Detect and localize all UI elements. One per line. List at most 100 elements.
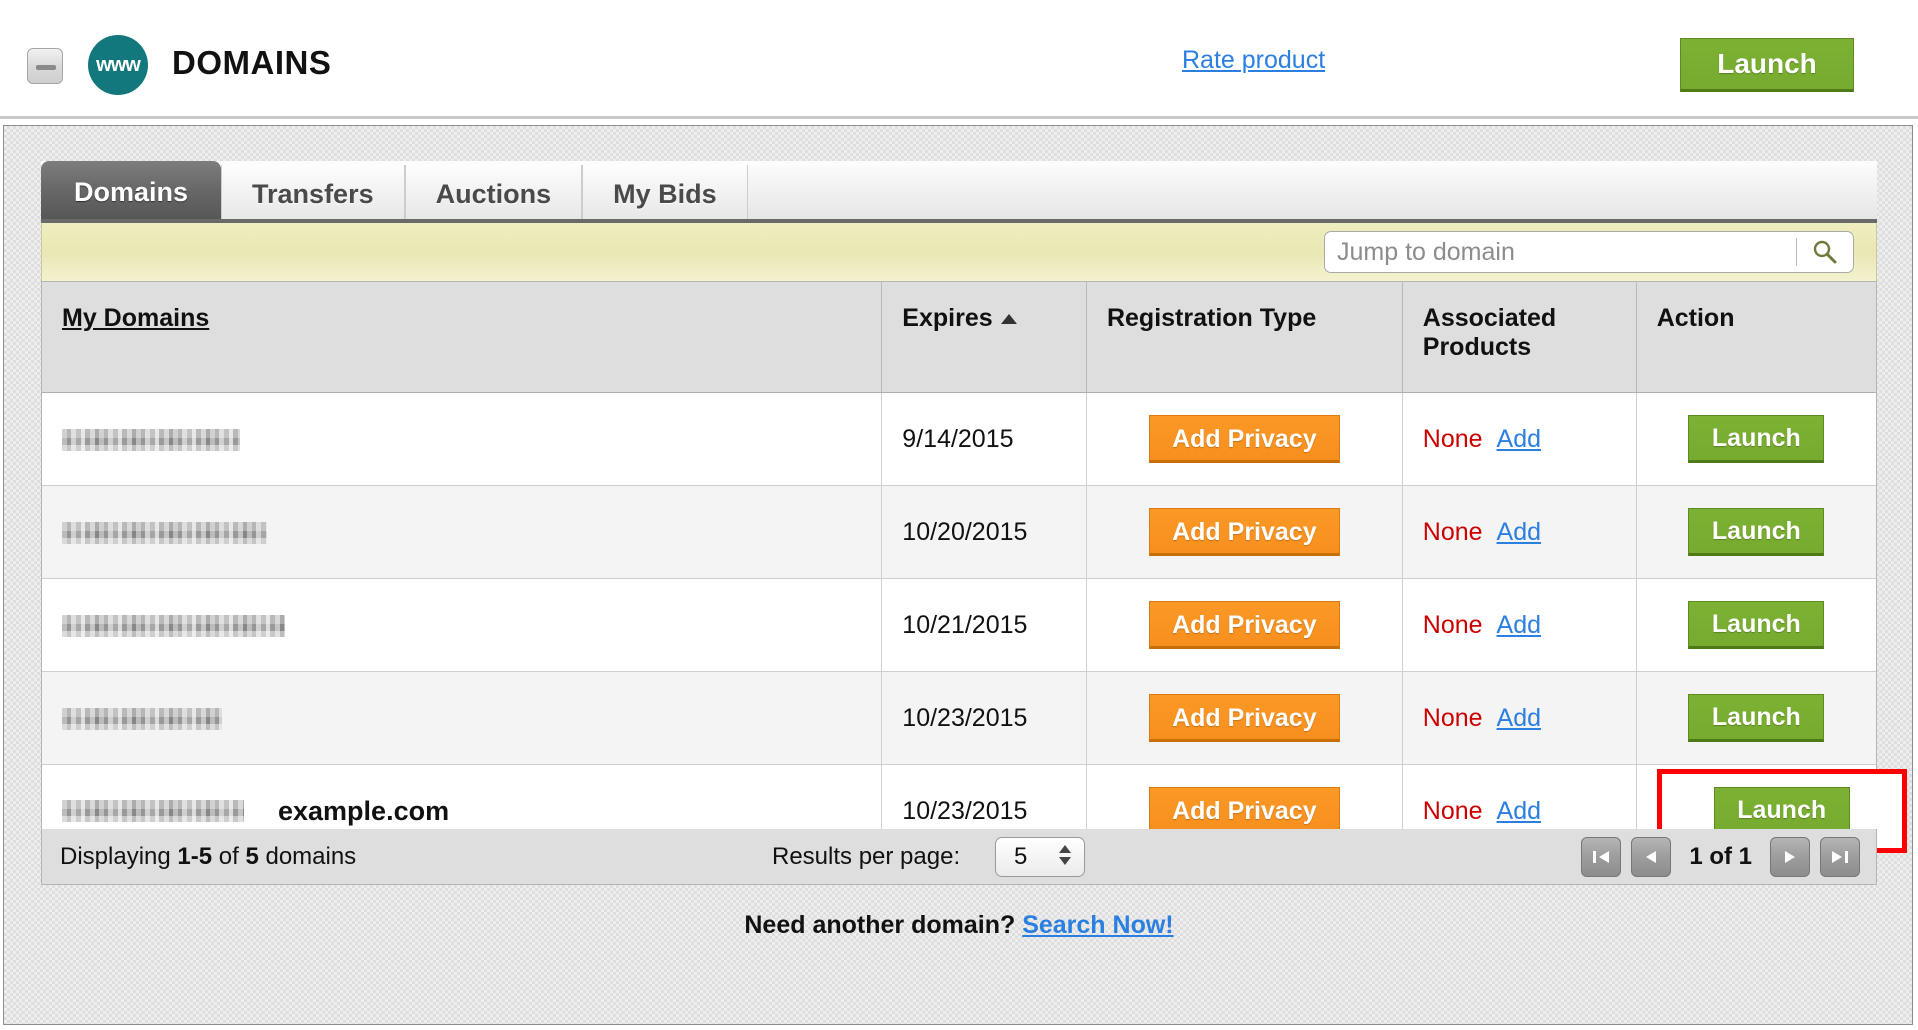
results-per-page-label: Results per page: xyxy=(772,843,961,870)
cell-domain-name[interactable] xyxy=(42,578,883,672)
redacted-domain-name xyxy=(62,428,240,451)
cell-registration-type: Add Privacy xyxy=(1086,578,1403,672)
cell-expires: 10/21/2015 xyxy=(881,578,1087,672)
associated-products-none: None xyxy=(1422,796,1483,825)
table-row: 10/20/2015 Add Privacy None Add Launch xyxy=(42,485,1876,579)
cell-associated-products: None Add xyxy=(1402,671,1637,765)
associated-products-none: None xyxy=(1422,517,1483,546)
column-header-associated-products-label: Associated Products xyxy=(1422,304,1557,361)
results-per-page-select[interactable]: 5 xyxy=(995,837,1085,877)
search-divider xyxy=(1796,238,1797,266)
add-privacy-button[interactable]: Add Privacy xyxy=(1149,508,1340,556)
search-box[interactable] xyxy=(1324,231,1854,273)
add-privacy-button[interactable]: Add Privacy xyxy=(1149,694,1340,742)
tab-domains[interactable]: Domains xyxy=(41,161,222,223)
minimize-icon[interactable] xyxy=(27,48,63,84)
example-domain-label: example.com xyxy=(278,795,450,826)
cell-expires: 10/20/2015 xyxy=(881,485,1087,579)
cell-registration-type: Add Privacy xyxy=(1086,392,1403,486)
redacted-domain-name xyxy=(62,614,285,637)
table-body: 9/14/2015 Add Privacy None Add Launch 10/20/2… xyxy=(42,392,1907,858)
associated-products-add-link[interactable]: Add xyxy=(1496,517,1542,546)
main-panel: Domains Transfers Auctions My Bids My Do… xyxy=(3,125,1913,1025)
associated-products-add-link[interactable]: Add xyxy=(1496,610,1542,639)
column-header-my-domains-label[interactable]: My Domains xyxy=(62,304,210,332)
tab-underline xyxy=(41,219,1877,223)
column-header-expires-label: Expires xyxy=(902,304,993,332)
search-strip xyxy=(41,223,1877,281)
associated-products-add-link[interactable]: Add xyxy=(1496,796,1542,825)
displaying-range: 1-5 xyxy=(177,843,213,870)
column-header-registration-type: Registration Type xyxy=(1086,282,1403,393)
associated-products-none: None xyxy=(1422,703,1483,732)
table-row: 10/21/2015 Add Privacy None Add Launch xyxy=(42,578,1876,672)
associated-products-add-link[interactable]: Add xyxy=(1496,703,1542,732)
row-launch-button[interactable]: Launch xyxy=(1713,787,1850,835)
www-logo-icon: www xyxy=(88,35,148,95)
pager-last-button[interactable] xyxy=(1820,837,1860,877)
displaying-total: 5 xyxy=(245,843,259,870)
cell-action: Launch xyxy=(1636,578,1876,672)
stepper-arrows-icon[interactable] xyxy=(1059,845,1071,865)
results-per-page-value: 5 xyxy=(1014,843,1028,870)
cell-action: Launch xyxy=(1636,392,1876,486)
cell-domain-name[interactable] xyxy=(42,485,883,579)
associated-products-add-link[interactable]: Add xyxy=(1496,424,1542,453)
need-another-domain-text: Need another domain? xyxy=(744,911,1023,939)
table-row: 10/23/2015 Add Privacy None Add Launch xyxy=(42,671,1876,765)
row-launch-button[interactable]: Launch xyxy=(1688,508,1825,556)
tab-bar: Domains Transfers Auctions My Bids xyxy=(41,161,748,223)
search-now-link[interactable]: Search Now! xyxy=(1022,911,1174,939)
tab-my-bids[interactable]: My Bids xyxy=(582,165,748,223)
row-launch-button[interactable]: Launch xyxy=(1688,694,1825,742)
rate-product-link[interactable]: Rate product xyxy=(1182,46,1326,74)
associated-products-none: None xyxy=(1422,424,1483,453)
cell-action: Launch xyxy=(1636,485,1876,579)
displaying-suffix: domains xyxy=(258,843,357,870)
cell-action: Launch xyxy=(1636,671,1876,765)
column-header-associated-products: Associated Products xyxy=(1402,282,1637,393)
app-header: www DOMAINS Rate product Launch xyxy=(0,2,1918,119)
row-launch-button[interactable]: Launch xyxy=(1688,415,1825,463)
cell-associated-products: None Add xyxy=(1402,578,1637,672)
need-another-domain: Need another domain? Search Now! xyxy=(4,911,1914,940)
cell-domain-name[interactable] xyxy=(42,392,883,486)
column-header-action-label: Action xyxy=(1656,304,1735,332)
pager-prev-button[interactable] xyxy=(1631,837,1672,877)
domains-table: My Domains Expires Registration Type Ass… xyxy=(42,282,1907,858)
cell-registration-type: Add Privacy xyxy=(1086,764,1403,858)
pagination-controls: 1 of 1 xyxy=(1581,837,1860,877)
column-header-my-domains[interactable]: My Domains xyxy=(42,282,883,393)
sort-ascending-icon xyxy=(1000,314,1017,325)
add-privacy-button[interactable]: Add Privacy xyxy=(1149,601,1340,649)
cell-domain-name[interactable] xyxy=(42,671,883,765)
cell-registration-type: Add Privacy xyxy=(1086,485,1403,579)
displaying-prefix: Displaying xyxy=(60,843,178,870)
add-privacy-button[interactable]: Add Privacy xyxy=(1149,415,1340,463)
cell-registration-type: Add Privacy xyxy=(1086,671,1403,765)
pager-next-button[interactable] xyxy=(1770,837,1810,877)
column-header-expires[interactable]: Expires xyxy=(881,282,1087,393)
search-input[interactable] xyxy=(1325,237,1796,267)
add-privacy-button[interactable]: Add Privacy xyxy=(1149,787,1340,835)
search-icon[interactable] xyxy=(1797,232,1853,272)
table-head: My Domains Expires Registration Type Ass… xyxy=(42,282,1876,393)
row-launch-button[interactable]: Launch xyxy=(1688,601,1825,649)
displaying-count: Displaying 1-5 of 5 domains xyxy=(60,843,356,871)
tab-auctions[interactable]: Auctions xyxy=(404,165,583,223)
table-header-row: My Domains Expires Registration Type Ass… xyxy=(42,282,1876,393)
associated-products-none: None xyxy=(1422,610,1483,639)
table-row: 9/14/2015 Add Privacy None Add Launch xyxy=(42,392,1876,486)
cell-associated-products: None Add xyxy=(1402,485,1637,579)
cell-expires: 9/14/2015 xyxy=(881,392,1087,486)
redacted-domain-name xyxy=(62,521,267,544)
table-footer: Displaying 1-5 of 5 domains Results per … xyxy=(41,829,1877,885)
pager-first-button[interactable] xyxy=(1581,837,1622,877)
footer-host: Displaying 1-5 of 5 domains Results per … xyxy=(4,829,1914,885)
displaying-middle: of xyxy=(212,843,246,870)
header-launch-button[interactable]: Launch xyxy=(1680,38,1854,92)
column-header-registration-type-label: Registration Type xyxy=(1106,304,1317,332)
page-indicator: 1 of 1 xyxy=(1689,843,1752,870)
tab-transfers[interactable]: Transfers xyxy=(221,165,405,223)
redacted-domain-name xyxy=(62,800,244,822)
